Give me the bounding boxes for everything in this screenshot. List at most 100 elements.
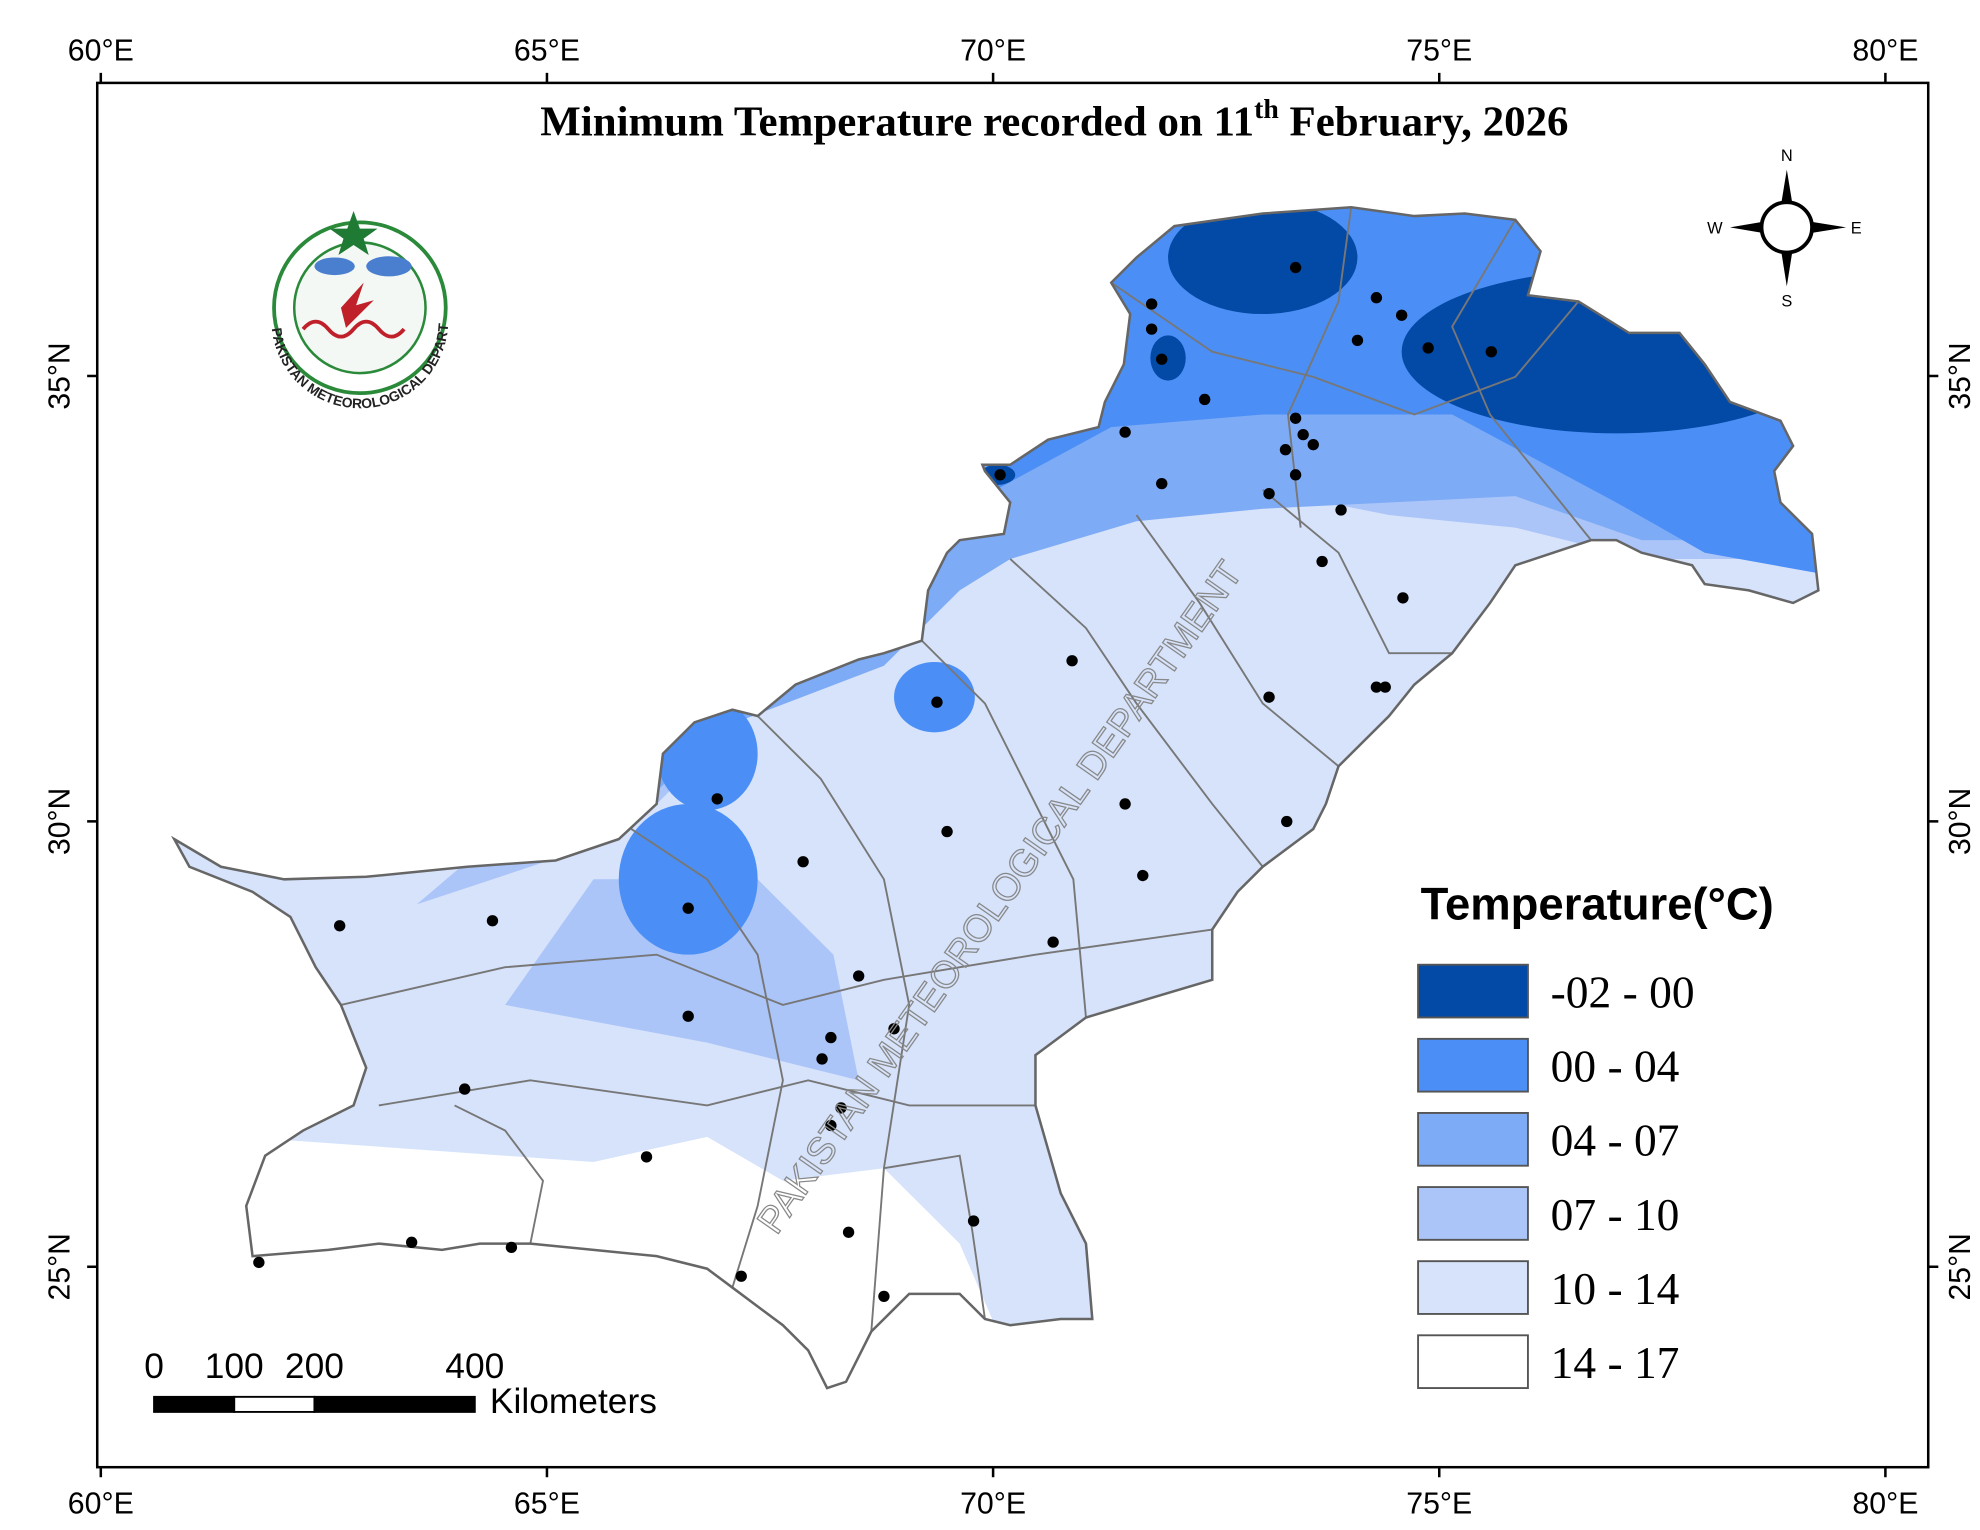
logo-cloud	[314, 257, 355, 276]
x-tick-label: 80°E	[1852, 34, 1918, 67]
station-dot	[852, 970, 865, 982]
station-dot	[1335, 504, 1347, 516]
legend-title: Temperature(°C)	[1421, 879, 1774, 930]
x-tick-label: 70°E	[960, 34, 1026, 67]
station-dot	[835, 1102, 847, 1114]
y-tick-label: 35°N	[1944, 342, 1977, 409]
title-sup: th	[1254, 93, 1279, 124]
station-dot	[1397, 592, 1409, 604]
scale-label: 100	[205, 1347, 264, 1386]
title-main: Minimum Temperature recorded on 11	[540, 99, 1254, 146]
legend-swatch	[1417, 1186, 1529, 1241]
station-dot	[941, 825, 953, 838]
scale-unit: Kilometers	[490, 1382, 657, 1421]
station-dot	[1047, 936, 1059, 948]
station-dot	[797, 856, 809, 868]
legend: -02 - 00 00 - 04 04 - 07 07 - 10 10 - 14 14 -…	[1417, 963, 1695, 1389]
station-dot	[1119, 798, 1131, 810]
x-tick-label: 75°E	[1406, 34, 1472, 67]
station-dot	[1289, 412, 1302, 424]
scale-segment	[153, 1395, 236, 1413]
station-dot	[888, 1023, 900, 1035]
title-rest: February, 2026	[1279, 99, 1569, 146]
zone-00-04	[618, 803, 758, 955]
scale-segment	[313, 1395, 476, 1413]
station-dot	[1279, 444, 1292, 456]
compass-s: S	[1781, 293, 1792, 311]
station-dot	[1395, 309, 1408, 321]
station-dot	[1307, 439, 1319, 451]
legend-label: 04 - 07	[1551, 1116, 1680, 1166]
x-tick-label: 80°E	[1852, 1488, 1918, 1521]
zone-07-10	[505, 879, 859, 1081]
station-dot	[994, 469, 1006, 481]
legend-label: 07 - 10	[1551, 1190, 1680, 1240]
logo-bolt	[340, 282, 374, 328]
legend-swatch	[1417, 1112, 1529, 1167]
map-title: Minimum Temperature recorded on 11th Feb…	[540, 93, 1568, 145]
station-dot	[1297, 428, 1309, 441]
scale-label: 400	[445, 1347, 504, 1386]
station-dot	[1379, 681, 1391, 693]
legend-label: 00 - 04	[1551, 1042, 1680, 1092]
legend-swatch	[1417, 1260, 1529, 1315]
y-tick-label: 30°N	[1944, 788, 1977, 855]
logo-star	[329, 211, 378, 255]
station-dot	[1316, 555, 1328, 568]
station-dot	[1289, 469, 1302, 481]
y-tick-label: 25°N	[43, 1233, 76, 1300]
legend-label: 14 - 17	[1551, 1338, 1680, 1388]
district-borders	[340, 207, 1592, 1332]
station-dot	[1289, 261, 1302, 274]
compass-w: W	[1707, 220, 1723, 238]
station-dot	[682, 1010, 694, 1022]
station-dot	[459, 1083, 471, 1095]
station-dot	[333, 920, 346, 932]
x-tick-label: 60°E	[68, 34, 134, 67]
station-dot	[1422, 342, 1434, 354]
station-dot	[825, 1119, 837, 1132]
station-dot	[1145, 323, 1158, 335]
legend-label: 10 - 14	[1551, 1264, 1680, 1314]
y-tick-label: 25°N	[1944, 1233, 1977, 1300]
y-tick-label: 35°N	[43, 342, 76, 409]
station-dot	[640, 1151, 653, 1163]
station-dot	[711, 793, 723, 805]
station-dot	[505, 1241, 518, 1254]
logo-cloud	[366, 256, 412, 277]
station-dot	[253, 1256, 265, 1269]
x-tick-label: 70°E	[960, 1488, 1026, 1521]
station-dot	[1281, 815, 1293, 828]
station-dot	[735, 1270, 747, 1282]
station-dot	[682, 902, 694, 914]
graticule-labels: 60°E 60°E 65°E 65°E 70°E 70°E 75°E 75°E 80°E 80°E…	[43, 34, 1977, 1520]
legend-swatch	[1417, 1037, 1529, 1093]
station-dot	[1066, 655, 1078, 667]
legend-swatch	[1417, 1334, 1529, 1389]
station-dot	[486, 915, 499, 927]
scale-label: 0	[144, 1347, 164, 1386]
station-dot	[1119, 426, 1131, 438]
x-tick-label: 75°E	[1406, 1488, 1472, 1521]
station-dot	[405, 1236, 418, 1248]
station-dot	[1198, 393, 1211, 406]
x-tick-label: 65°E	[514, 1488, 580, 1521]
scale-label: 200	[285, 1347, 344, 1386]
stations	[253, 261, 1497, 1303]
compass-n: N	[1781, 147, 1793, 165]
station-dot	[1156, 477, 1168, 490]
logo-wave	[301, 319, 406, 339]
station-dot	[1145, 298, 1158, 310]
station-dot	[931, 696, 943, 708]
station-dot	[1156, 353, 1168, 365]
station-dot	[1137, 869, 1149, 882]
station-dot	[878, 1290, 890, 1303]
legend-label: -02 - 00	[1551, 968, 1695, 1018]
compass: N W E S	[1707, 147, 1862, 311]
compass-e: E	[1851, 220, 1862, 238]
station-dot	[1370, 681, 1383, 693]
station-dot	[1485, 346, 1497, 358]
